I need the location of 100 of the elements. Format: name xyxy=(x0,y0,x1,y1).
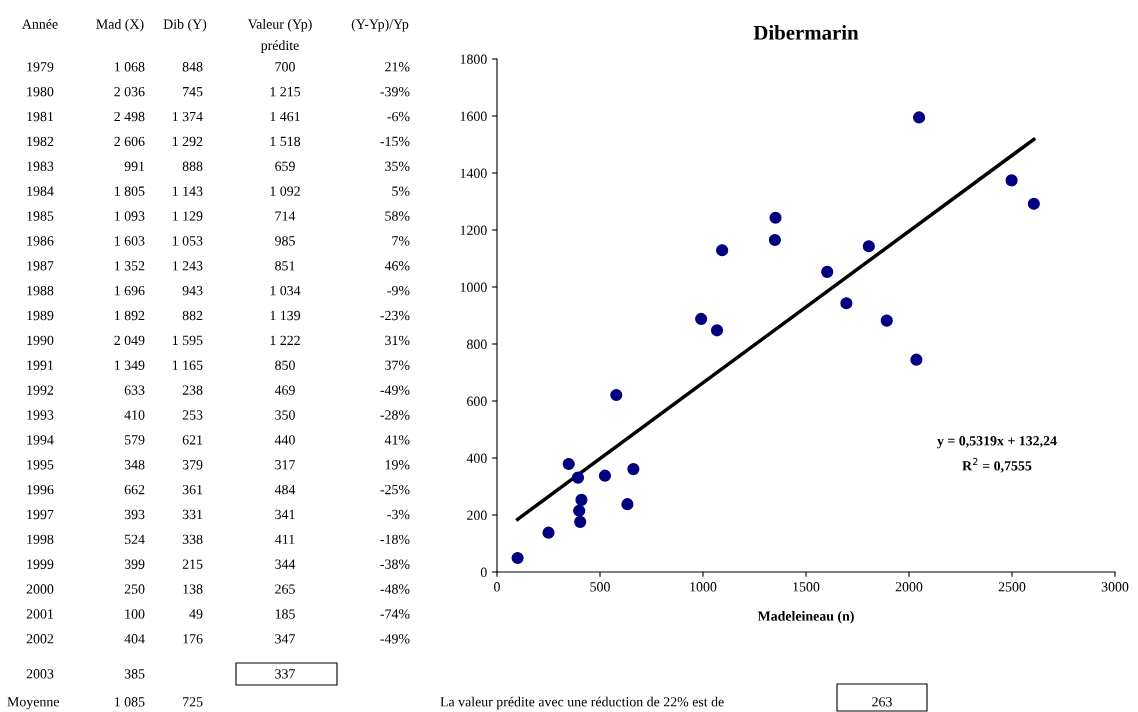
text: 1991 xyxy=(27,360,54,370)
point xyxy=(573,504,586,517)
text: 1995 xyxy=(27,460,54,470)
text: 385 xyxy=(124,669,145,679)
text: 1981 xyxy=(27,111,54,122)
point xyxy=(575,493,588,506)
text: 58% xyxy=(385,211,410,221)
point xyxy=(910,353,923,366)
annotation: y = 0,5319x + 132,24 xyxy=(937,436,1057,449)
text: 399 xyxy=(124,559,145,569)
y-tick-label: 1000 xyxy=(460,282,487,292)
text: 662 xyxy=(124,484,145,495)
text: 991 xyxy=(124,161,145,171)
text: 1980 xyxy=(27,86,54,97)
text: 253 xyxy=(182,410,203,420)
text: 1 352 xyxy=(114,261,145,271)
text: 7% xyxy=(392,236,410,246)
text: -49% xyxy=(380,385,410,395)
point xyxy=(768,233,781,247)
text: 1 139 xyxy=(270,310,301,321)
text: 888 xyxy=(182,161,203,171)
x-tick-label: 3000 xyxy=(1101,582,1129,592)
y-tick-label: 400 xyxy=(466,453,487,463)
text: -18% xyxy=(380,534,410,545)
text: 2 498 xyxy=(114,111,145,122)
x-tick-label: 0 xyxy=(494,582,500,592)
text: 1983 xyxy=(27,161,54,171)
text: Moyenne xyxy=(7,697,59,710)
text: 725 xyxy=(183,697,203,707)
y-tick-label: 1400 xyxy=(460,168,487,178)
text: 469 xyxy=(274,385,295,395)
point xyxy=(542,526,555,539)
text: 524 xyxy=(124,534,145,545)
text: 714 xyxy=(275,211,296,221)
text: 138 xyxy=(183,584,203,594)
text: 331 xyxy=(182,509,203,520)
text: -6% xyxy=(387,111,410,122)
point xyxy=(1027,197,1040,210)
y-tick-label: 1600 xyxy=(460,111,487,121)
text: -74% xyxy=(380,609,410,619)
point xyxy=(862,240,875,253)
text: 943 xyxy=(182,285,203,296)
point xyxy=(769,211,782,224)
text: 35% xyxy=(385,161,410,171)
point xyxy=(562,457,575,471)
text: 1 222 xyxy=(270,335,300,345)
text: 1 215 xyxy=(270,87,301,97)
text: 851 xyxy=(275,261,295,271)
text: 1979 xyxy=(27,62,54,72)
text: 1 034 xyxy=(270,285,301,296)
text: 1 518 xyxy=(270,136,301,147)
text: 1 805 xyxy=(114,186,145,196)
text: 37% xyxy=(385,360,410,370)
text: 250 xyxy=(124,584,145,594)
text: -9% xyxy=(387,285,410,296)
text: -48% xyxy=(380,584,410,594)
text: Mad (X) xyxy=(96,19,144,32)
y-tick-label: 800 xyxy=(466,339,487,349)
text: 700 xyxy=(275,62,295,72)
point xyxy=(880,314,893,327)
text: 2001 xyxy=(26,609,54,619)
text: (Y-Yp)/Yp xyxy=(351,19,409,32)
text: 100 xyxy=(125,609,145,619)
text: 2002 xyxy=(26,634,54,644)
text: Valeur (Yp) prédite xyxy=(247,19,312,53)
point xyxy=(511,551,524,565)
text: Année xyxy=(22,18,58,29)
text: 1 053 xyxy=(172,236,203,246)
text: 1 243 xyxy=(172,261,203,271)
point xyxy=(571,471,585,484)
text: 404 xyxy=(124,634,145,644)
text: 263 xyxy=(872,697,892,707)
text: 1984 xyxy=(27,186,54,196)
text: 1986 xyxy=(27,236,54,246)
point xyxy=(598,469,612,482)
text: 337 xyxy=(275,669,296,679)
text: 1 595 xyxy=(172,335,203,346)
text: 1985 xyxy=(27,211,54,221)
point xyxy=(913,111,926,124)
text: 1997 xyxy=(27,509,54,520)
text: Dib (Y) xyxy=(163,19,207,32)
text: 579 xyxy=(124,435,145,445)
y-tick-label: 1200 xyxy=(460,225,487,235)
text: -38% xyxy=(380,559,410,569)
text: 215 xyxy=(182,559,203,569)
text: 633 xyxy=(124,385,145,395)
text: 745 xyxy=(183,87,203,97)
text: 49 xyxy=(189,609,203,619)
text: 1 068 xyxy=(114,62,145,72)
text: 1996 xyxy=(27,484,54,495)
text: 238 xyxy=(182,385,203,395)
point xyxy=(695,312,708,325)
x-tick-label: 2500 xyxy=(998,582,1026,592)
point xyxy=(716,244,729,257)
text: 1 143 xyxy=(172,186,203,196)
text: 185 xyxy=(275,609,295,619)
text: 46% xyxy=(384,261,410,271)
text: 1 292 xyxy=(172,136,203,147)
text: La valeur prédite avec une réduction de 22% est de xyxy=(440,696,724,710)
text: -23% xyxy=(380,310,410,321)
